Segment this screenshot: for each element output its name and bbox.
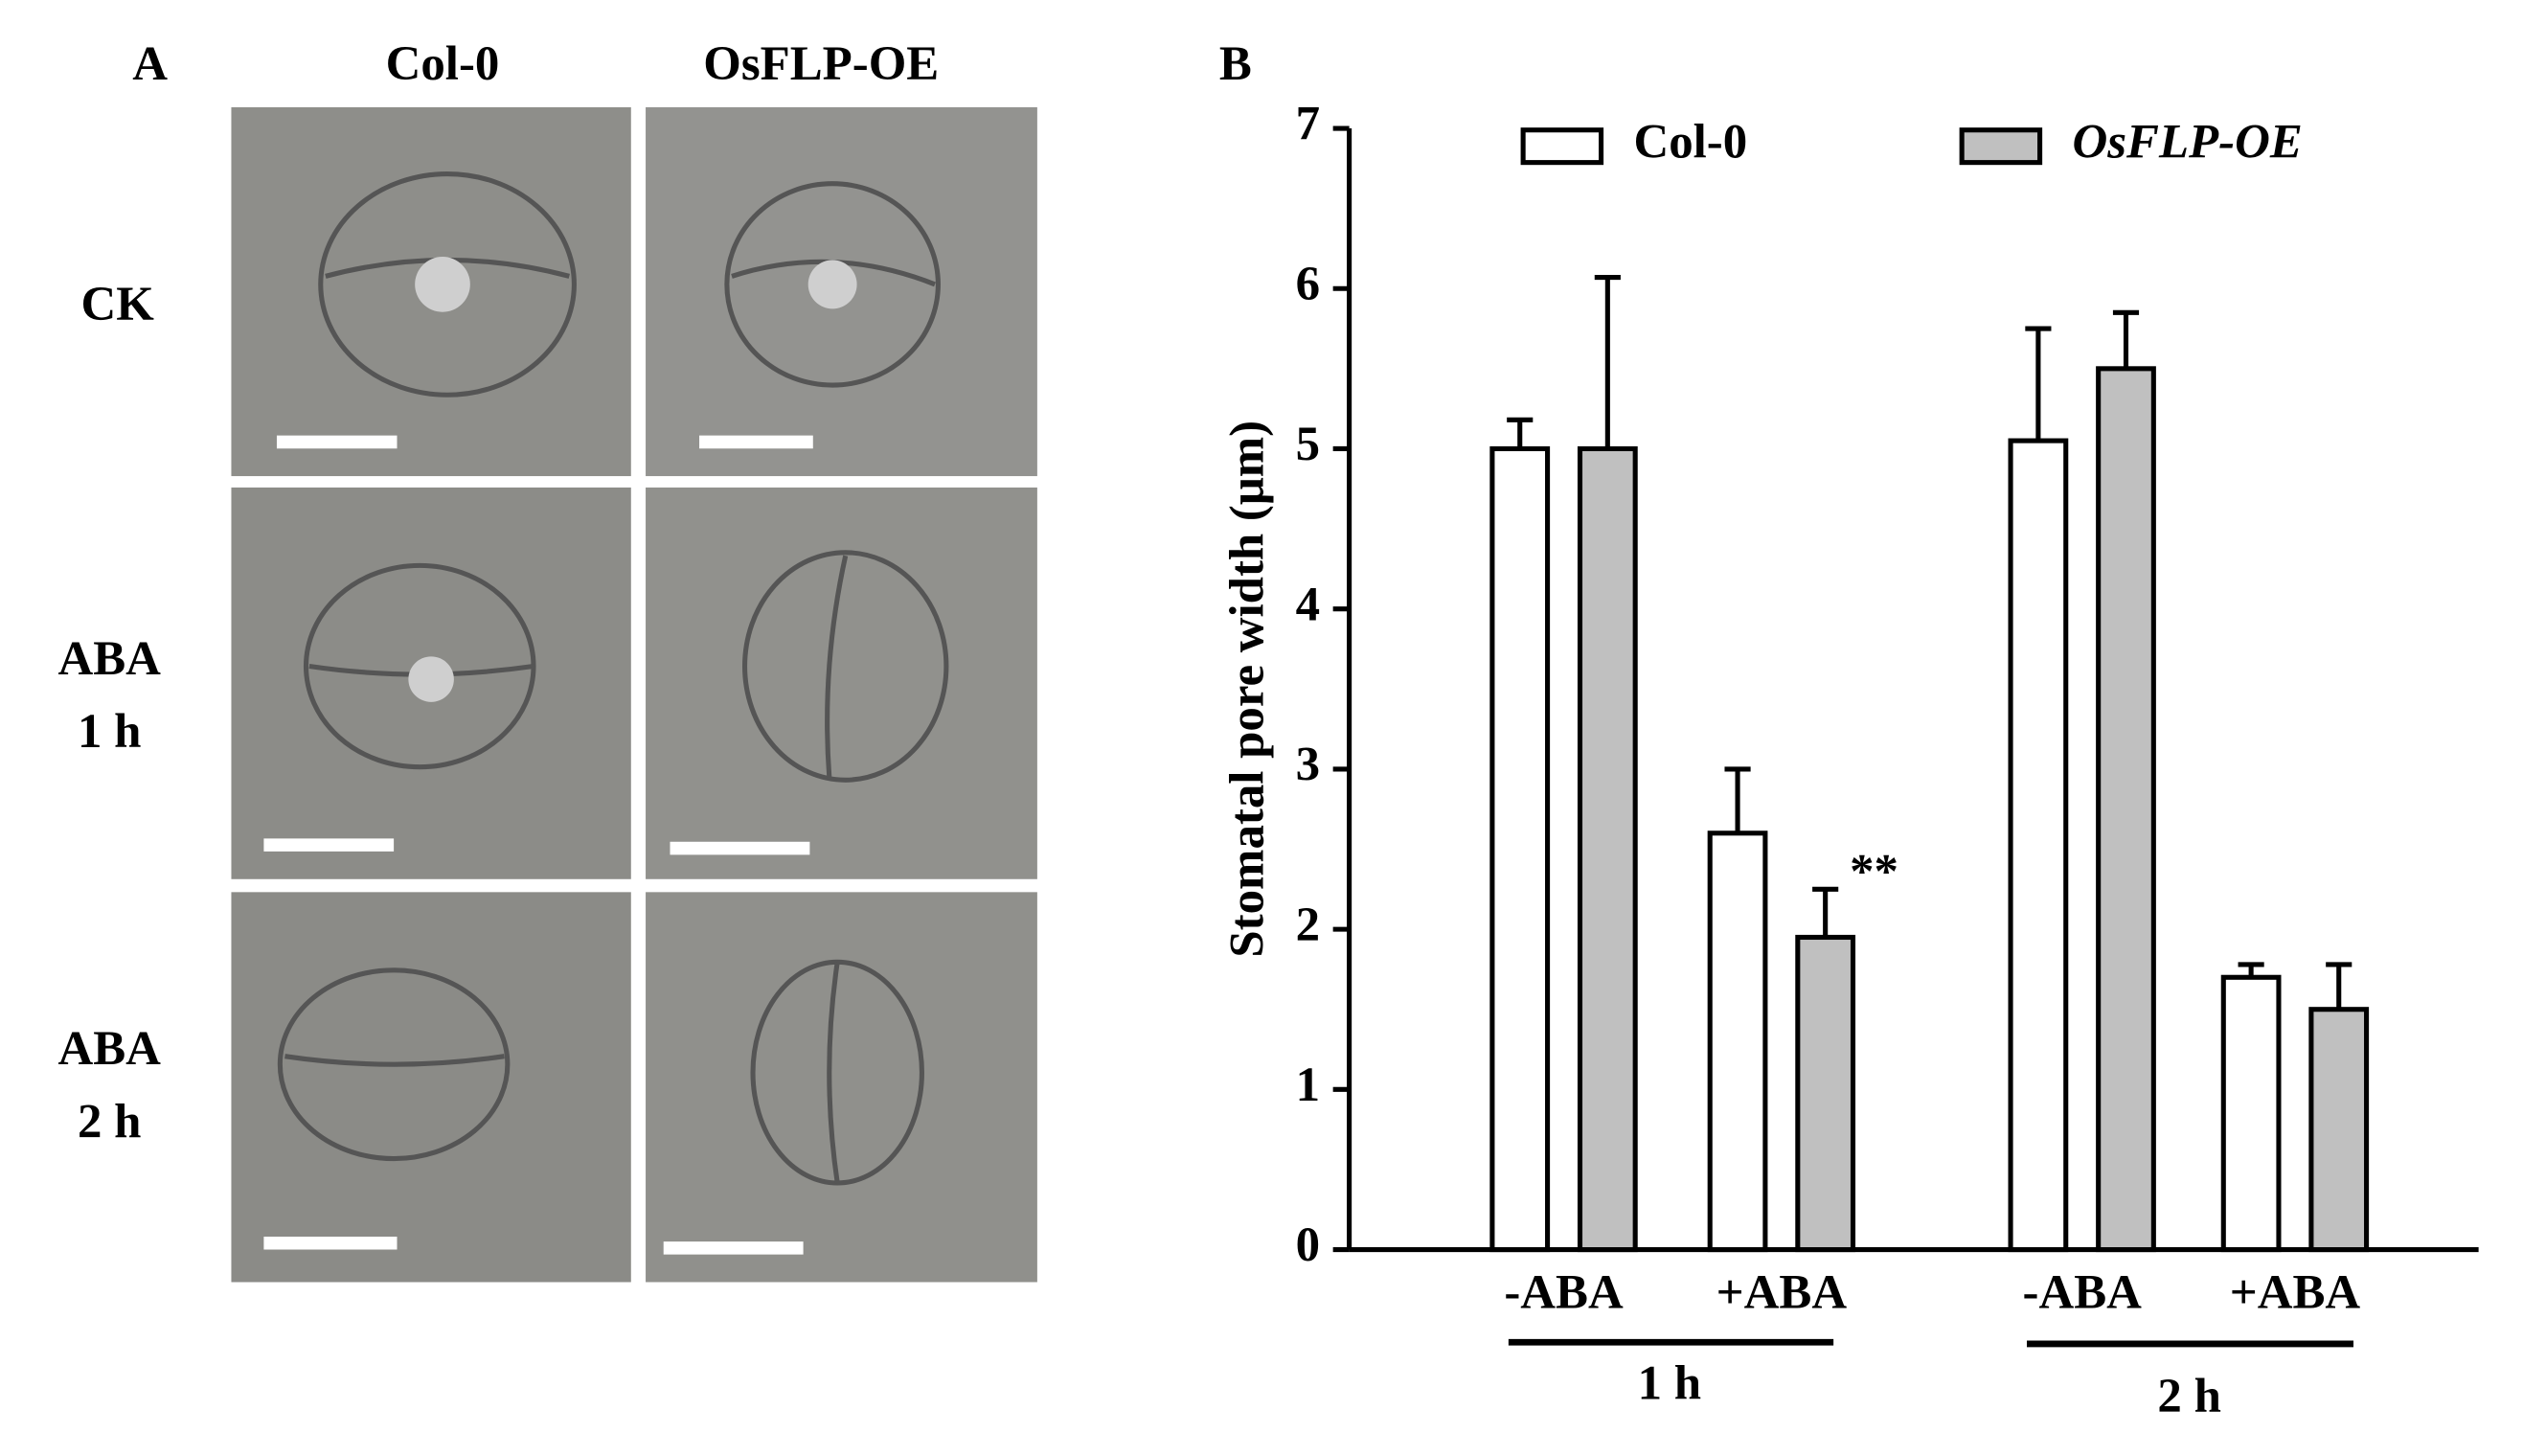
- y-axis-label: Stomatal pore width (μm): [1220, 421, 1274, 958]
- row-label: CK: [81, 278, 155, 331]
- panel-label: A: [132, 37, 168, 91]
- y-tick-label: 6: [1296, 258, 1320, 311]
- bar: [2096, 366, 2156, 1253]
- legend-swatch: [1959, 127, 2043, 166]
- row-label: ABA: [58, 632, 162, 686]
- legend-label: Col-0: [1633, 115, 1747, 169]
- group-label: 1 h: [1638, 1356, 1701, 1410]
- bar: [1577, 445, 1638, 1253]
- y-tick-label: 2: [1296, 899, 1320, 952]
- x-tick-label: -ABA: [2023, 1265, 2143, 1319]
- legend-swatch: [1520, 127, 1604, 166]
- x-tick-label: -ABA: [1504, 1265, 1624, 1319]
- column-label: Col-0: [386, 37, 500, 91]
- annotation: **: [1850, 845, 1898, 899]
- x-tick-label: +ABA: [1716, 1265, 1848, 1319]
- bar: [1489, 445, 1551, 1253]
- column-label: OsFLP-OE: [703, 37, 939, 91]
- bar: [1795, 934, 1856, 1253]
- bar: [2008, 438, 2069, 1253]
- legend-label: OsFLP-OE: [2073, 115, 2303, 169]
- y-tick-label: 4: [1296, 578, 1320, 631]
- bar: [2308, 1007, 2370, 1253]
- bar: [2220, 974, 2282, 1253]
- row-label: 2 h: [78, 1095, 141, 1149]
- y-tick-label: 3: [1296, 739, 1320, 792]
- bar: [1707, 830, 1768, 1253]
- micrographs: [231, 106, 1037, 1283]
- x-tick-label: +ABA: [2230, 1265, 2361, 1319]
- y-tick-label: 0: [1296, 1218, 1320, 1272]
- y-tick-label: 7: [1296, 98, 1320, 151]
- row-label: 1 h: [78, 705, 141, 759]
- panel-label: B: [1219, 37, 1252, 91]
- group-label: 2 h: [2157, 1370, 2220, 1423]
- y-tick-label: 1: [1296, 1058, 1320, 1112]
- y-tick-label: 5: [1296, 418, 1320, 471]
- row-label: ABA: [58, 1022, 162, 1076]
